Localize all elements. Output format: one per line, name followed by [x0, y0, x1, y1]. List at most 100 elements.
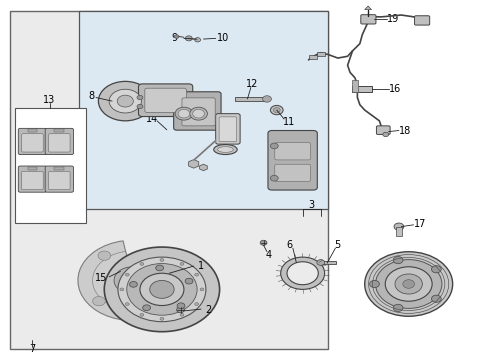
Circle shape [393, 304, 403, 311]
Circle shape [154, 301, 167, 310]
Circle shape [160, 318, 164, 320]
FancyBboxPatch shape [216, 114, 240, 144]
Text: 15: 15 [95, 273, 107, 283]
Text: 14: 14 [146, 114, 158, 124]
Bar [54, 167, 64, 170]
Circle shape [180, 262, 184, 265]
FancyBboxPatch shape [45, 166, 74, 192]
Text: 4: 4 [266, 249, 271, 260]
Circle shape [140, 273, 184, 306]
Text: 13: 13 [44, 95, 56, 105]
Circle shape [365, 252, 453, 316]
Text: 6: 6 [286, 239, 292, 249]
Circle shape [125, 273, 129, 276]
Circle shape [120, 288, 124, 291]
Circle shape [156, 265, 164, 271]
FancyBboxPatch shape [361, 15, 376, 24]
Circle shape [185, 36, 192, 41]
Text: 8: 8 [88, 91, 94, 101]
Circle shape [98, 81, 152, 121]
Text: 18: 18 [399, 126, 412, 135]
Circle shape [195, 303, 198, 306]
FancyBboxPatch shape [18, 129, 47, 154]
FancyBboxPatch shape [219, 117, 237, 141]
Circle shape [190, 107, 207, 120]
FancyBboxPatch shape [49, 134, 70, 152]
Text: 10: 10 [218, 33, 230, 42]
FancyBboxPatch shape [145, 88, 186, 113]
Polygon shape [365, 6, 371, 10]
Bar [10, 12, 328, 348]
FancyBboxPatch shape [45, 129, 74, 154]
FancyBboxPatch shape [49, 171, 70, 190]
Text: 11: 11 [283, 117, 295, 127]
Circle shape [125, 303, 129, 306]
FancyBboxPatch shape [139, 84, 193, 117]
Text: 17: 17 [414, 219, 426, 229]
Circle shape [109, 89, 142, 113]
Text: 12: 12 [245, 79, 258, 89]
Circle shape [403, 280, 415, 288]
Text: 2: 2 [205, 305, 212, 315]
Text: 19: 19 [387, 14, 399, 24]
Circle shape [200, 288, 204, 291]
FancyBboxPatch shape [415, 16, 430, 25]
Circle shape [176, 307, 184, 313]
FancyBboxPatch shape [268, 131, 318, 190]
Circle shape [273, 108, 280, 113]
FancyBboxPatch shape [18, 166, 47, 192]
Text: 9: 9 [171, 33, 177, 43]
FancyBboxPatch shape [22, 171, 43, 190]
Circle shape [394, 223, 404, 230]
Circle shape [180, 314, 184, 316]
Bar [235, 97, 265, 101]
FancyBboxPatch shape [275, 164, 311, 181]
Circle shape [98, 251, 111, 260]
Circle shape [393, 257, 403, 264]
Circle shape [178, 109, 190, 118]
Circle shape [375, 260, 442, 309]
Circle shape [260, 240, 267, 245]
Circle shape [270, 105, 283, 115]
Circle shape [127, 264, 197, 315]
Text: 1: 1 [198, 261, 204, 271]
Circle shape [270, 143, 278, 149]
Text: 7: 7 [29, 344, 36, 354]
Wedge shape [93, 251, 172, 310]
Circle shape [129, 282, 137, 287]
Circle shape [114, 267, 151, 294]
Bar [15, 108, 86, 223]
Circle shape [117, 95, 133, 107]
Circle shape [137, 104, 143, 109]
Ellipse shape [214, 144, 237, 154]
Circle shape [143, 305, 150, 311]
Bar [54, 130, 64, 132]
Wedge shape [78, 241, 187, 320]
Circle shape [369, 280, 379, 288]
Text: 3: 3 [308, 200, 314, 210]
Bar [352, 86, 372, 92]
Circle shape [140, 262, 144, 265]
Circle shape [137, 95, 143, 100]
Bar [310, 55, 318, 59]
Circle shape [185, 278, 193, 284]
Circle shape [104, 247, 220, 332]
Circle shape [174, 35, 179, 39]
Circle shape [177, 303, 185, 309]
Circle shape [93, 297, 105, 306]
Bar [27, 167, 37, 170]
Circle shape [150, 280, 174, 298]
Circle shape [317, 260, 325, 265]
Circle shape [140, 314, 144, 316]
Circle shape [263, 96, 271, 102]
Text: 5: 5 [334, 239, 340, 249]
Circle shape [432, 295, 441, 302]
Bar [396, 226, 402, 235]
Bar [79, 12, 328, 209]
Circle shape [118, 257, 206, 321]
Circle shape [432, 266, 441, 273]
FancyBboxPatch shape [182, 98, 215, 126]
FancyBboxPatch shape [173, 92, 221, 130]
FancyBboxPatch shape [275, 143, 311, 160]
Bar [352, 80, 358, 92]
